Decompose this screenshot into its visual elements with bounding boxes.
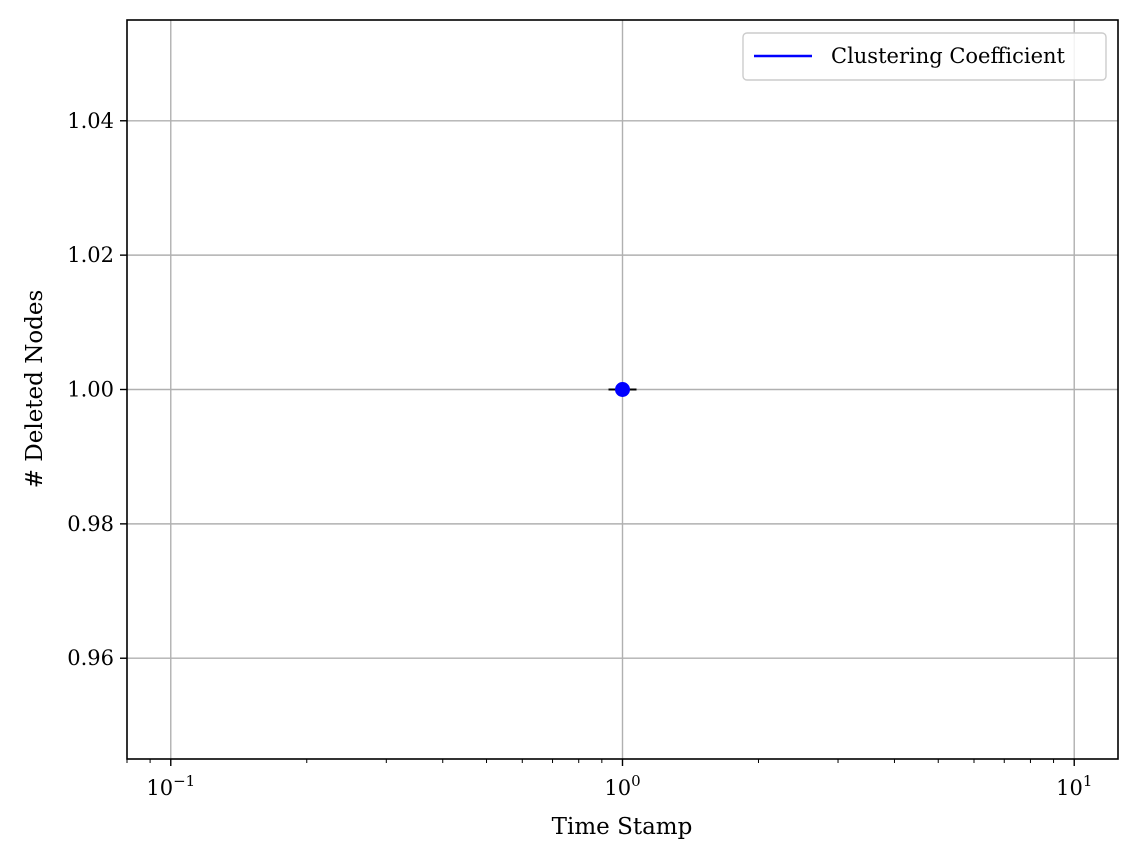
y-tick-label: 1.02 bbox=[67, 243, 114, 267]
legend: Clustering Coefficient bbox=[742, 32, 1107, 81]
data-point bbox=[615, 382, 630, 397]
y-axis-label: # Deleted Nodes bbox=[22, 290, 48, 489]
x-tick-label: 10−1 bbox=[146, 772, 195, 800]
y-tick-label: 0.96 bbox=[67, 646, 114, 670]
x-tick-label: 100 bbox=[604, 772, 640, 800]
x-tick-label: 101 bbox=[1056, 772, 1092, 800]
legend-box bbox=[742, 32, 1107, 81]
plot-data bbox=[608, 382, 637, 397]
y-tick-label: 1.04 bbox=[67, 109, 114, 133]
axis-ticks: 10−1 100 101 0.96 0.98 1.00 1.02 1.04 bbox=[67, 109, 1092, 800]
y-tick-label: 0.98 bbox=[67, 512, 114, 536]
y-tick-label: 1.00 bbox=[67, 378, 114, 402]
legend-label: Clustering Coefficient bbox=[831, 44, 1066, 68]
x-axis-label: Time Stamp bbox=[552, 814, 693, 840]
